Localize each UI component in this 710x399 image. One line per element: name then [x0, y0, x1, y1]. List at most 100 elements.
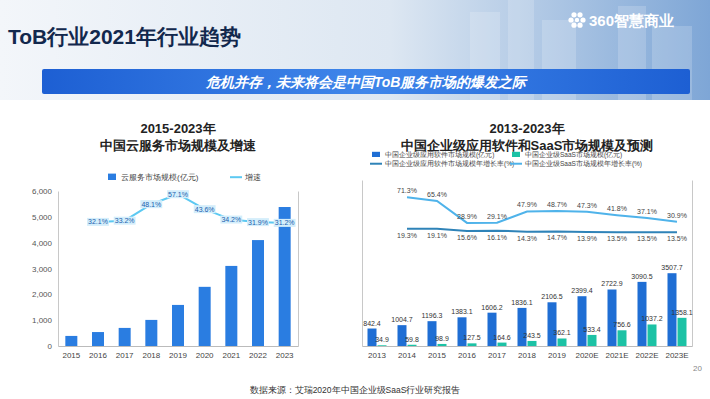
tick: 2017 — [116, 346, 134, 360]
data-label: 29.1% — [487, 213, 507, 220]
data-label-box — [274, 219, 296, 227]
x-axis-line — [363, 346, 693, 347]
chart-subtitle: 中国云服务市场规模及增速 — [100, 138, 257, 153]
bar — [428, 321, 437, 346]
data-label: 3507.7 — [661, 264, 683, 271]
tick-label: 4,000 — [32, 239, 53, 248]
tick: 2023 — [276, 346, 294, 360]
bar — [172, 305, 184, 346]
tick-label: 2014 — [398, 351, 416, 360]
legend-label: 中国企业级SaaS市场规模年增长率(%) — [525, 160, 642, 168]
legend-swatch — [230, 176, 242, 178]
tick-label: 2023E — [665, 351, 688, 360]
bar — [518, 308, 527, 346]
bar — [558, 338, 567, 346]
data-label: 37.1% — [637, 208, 657, 215]
source-note: 数据来源：艾瑞2020年中国企业级SaaS行业研究报告 — [250, 385, 461, 395]
bar — [608, 289, 617, 346]
data-label: 2722.9 — [601, 280, 623, 287]
line — [407, 197, 677, 223]
data-label: 13.5% — [667, 235, 687, 242]
bar — [438, 344, 447, 346]
data-label: 756.6 — [613, 321, 631, 328]
y2-axis-line — [692, 181, 693, 347]
tick: 2019 — [169, 346, 187, 360]
tick-label: 5,000 — [32, 213, 53, 222]
data-label: 1383.1 — [451, 308, 473, 315]
data-label-box — [194, 205, 216, 213]
chart-title: 2015-2023年 — [140, 121, 215, 136]
tick: 2016 — [89, 346, 107, 360]
bar — [498, 343, 507, 346]
data-label-box — [114, 217, 136, 225]
data-labels: 32.1%33.2%48.1%57.1%43.6%34.2%31.9%31.2% — [87, 190, 296, 227]
bar — [528, 341, 537, 346]
tick: 2020 — [196, 346, 214, 360]
x-axis: 20132014201520162017201820192020E2021E20… — [363, 346, 693, 360]
data-label: 13.5% — [637, 235, 657, 242]
legend-swatch — [510, 163, 522, 165]
data-label: 32.1% — [88, 218, 108, 225]
data-label: 28.9% — [457, 213, 477, 220]
legend: 云服务市场规模(亿元) 增速 — [108, 173, 261, 182]
tick: 2022 — [249, 346, 267, 360]
legend-label: 中国企业级SaaS市场规模(亿元) — [525, 151, 622, 159]
logo-dot — [577, 12, 582, 17]
data-label: 1196.3 — [422, 312, 443, 319]
tick: 2,000 — [32, 290, 58, 299]
data-label: 533.4 — [583, 326, 601, 333]
tick: 1,000 — [32, 316, 58, 325]
legend-label: 云服务市场规模(亿元) — [121, 173, 199, 182]
chart: 2015-2023年中国云服务市场规模及增速 0 1,000 2,000 3,000 4,… — [32, 121, 299, 360]
data-label: 98.9 — [435, 335, 449, 342]
slide-title: ToB行业2021年行业趋势 — [8, 25, 241, 48]
data-label: 34.2% — [221, 216, 241, 223]
tick: 0 — [48, 342, 58, 351]
tick-label: 2017 — [116, 351, 134, 360]
legend-swatch — [512, 152, 520, 157]
chart: 2013-2023年中国企业级应用软件和SaaS市场规模及预测201320142… — [363, 121, 693, 360]
legend-label: 中国企业级应用软件市场规模年增长率(%) — [385, 160, 514, 168]
tick: 2015 — [428, 346, 446, 360]
data-label: 19.3% — [397, 232, 417, 239]
data-label: 164.6 — [493, 334, 511, 341]
bar — [488, 313, 497, 346]
data-label: 16.1% — [487, 234, 507, 241]
data-label: 2399.4 — [571, 287, 593, 294]
data-label: 71.3% — [397, 187, 417, 194]
data-label: 15.6% — [457, 234, 477, 241]
page-number: 20 — [693, 364, 702, 373]
tick-label: 2022 — [249, 351, 267, 360]
logo-dot — [577, 23, 582, 28]
tick: 2016 — [458, 346, 476, 360]
banner-text: 危机并存，未来将会是中国ToB服务市场的爆发之际 — [205, 74, 529, 90]
banner — [42, 69, 690, 94]
tick-label: 2019 — [169, 351, 187, 360]
bar — [468, 343, 477, 346]
tick-label: 2021 — [222, 351, 240, 360]
tick-label: 2019 — [548, 351, 566, 360]
data-label: 842.4 — [363, 320, 381, 327]
bar — [548, 302, 557, 346]
tick-label: 2022E — [635, 351, 658, 360]
tick: 2023E — [665, 346, 688, 360]
data-label-box — [140, 200, 162, 208]
logo-text: 360智慧商业 — [589, 12, 674, 29]
logo-dot — [568, 17, 573, 22]
tick-label: 2023 — [276, 351, 294, 360]
data-label: 48.7% — [547, 201, 567, 208]
data-label: 43.6% — [195, 206, 215, 213]
data-label: 1606.2 — [481, 304, 503, 311]
tick: 3,000 — [32, 265, 58, 274]
tick-label: 6,000 — [32, 187, 53, 196]
data-label: 14.7% — [547, 234, 567, 241]
tick-label: 2020E — [575, 351, 598, 360]
legend-label: 增速 — [244, 173, 261, 182]
data-label: 47.3% — [577, 202, 597, 209]
data-label: 13.9% — [577, 235, 597, 242]
tick-label: 3,000 — [32, 265, 53, 274]
legend-swatch — [370, 163, 382, 165]
tick-label: 2020 — [196, 351, 214, 360]
chart-title: 2013-2023年 — [489, 121, 564, 136]
data-label: 14.3% — [517, 235, 537, 242]
